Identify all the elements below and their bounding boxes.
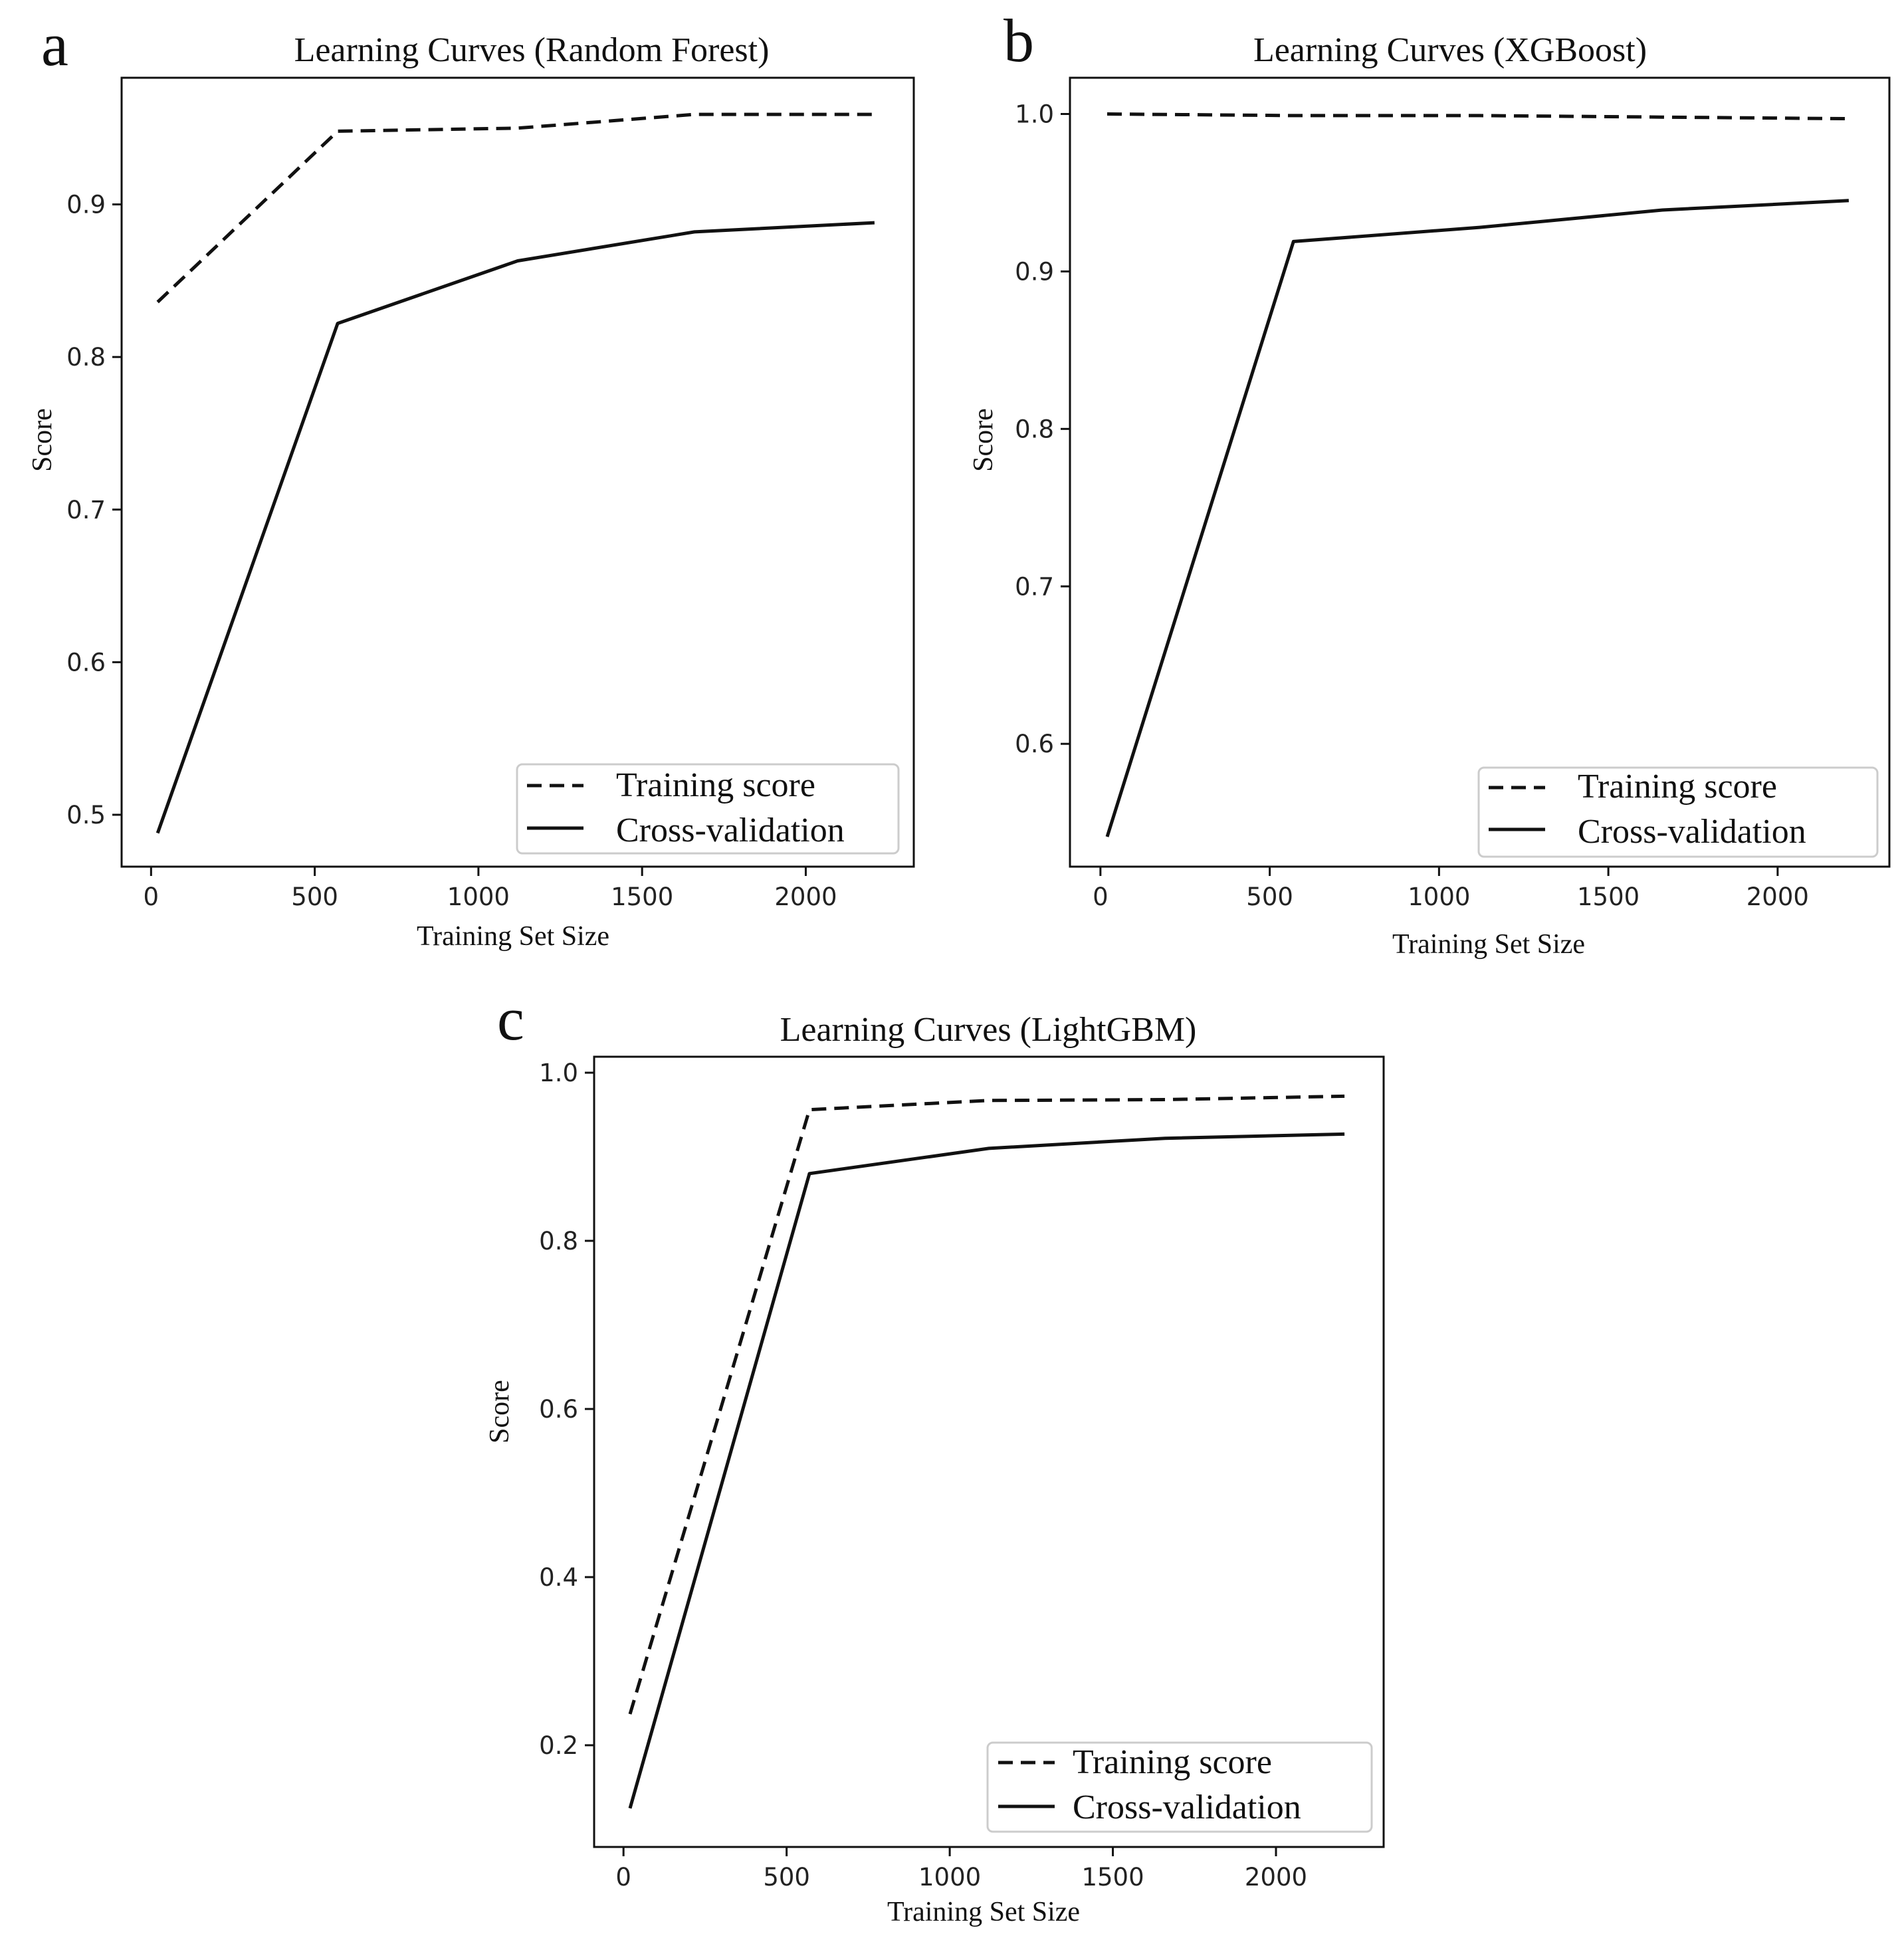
x-tick-label: 500 (1246, 883, 1293, 911)
legend-a: Training score Cross-validation (516, 763, 900, 855)
x-tick-label: 1500 (1577, 883, 1640, 911)
y-ticks-a: 0.5 0.6 0.7 0.8 0.9 (66, 191, 122, 829)
plot-frame-b (1069, 76, 1891, 868)
x-tick-label: 2000 (1746, 883, 1809, 911)
x-axis-label-a: Training Set Size (417, 921, 609, 952)
x-tick-label: 500 (763, 1863, 810, 1891)
panel-letter-b: b (1004, 7, 1034, 74)
x-tick-label: 0 (144, 883, 159, 911)
y-tick-label: 1.0 (1015, 100, 1054, 128)
legend-label-cv-a: Cross-validation (616, 811, 845, 849)
legend-box-c (986, 1741, 1373, 1833)
x-tick-label: 500 (291, 883, 338, 911)
panel-b: b Learning Curves (XGBoost) 0.6 0.7 0.8 0.9… (968, 7, 1891, 960)
y-tick-label: 0.2 (539, 1731, 578, 1760)
x-ticks-b: 0 500 1000 1500 2000 (1093, 867, 1809, 911)
training-score-line-c (628, 1094, 1345, 1715)
y-tick-label: 0.6 (66, 648, 106, 677)
x-tick-label: 0 (615, 1863, 631, 1891)
y-tick-label: 0.8 (66, 343, 106, 372)
chart-title-a: Learning Curves (Random Forest) (294, 31, 770, 69)
y-axis-label-b: Score (968, 408, 999, 472)
y-tick-label: 0.6 (1015, 730, 1054, 758)
x-tick-label: 2000 (774, 883, 837, 911)
x-ticks-a: 0 500 1000 1500 2000 (144, 867, 837, 911)
panel-letter-c: c (497, 985, 524, 1053)
legend-c: Training score Cross-validation (986, 1741, 1373, 1833)
y-tick-label: 0.7 (66, 496, 106, 524)
y-tick-label: 0.8 (1015, 415, 1054, 443)
x-tick-label: 0 (1093, 883, 1109, 911)
training-score-line-a (156, 112, 875, 304)
x-tick-label: 2000 (1245, 1863, 1307, 1891)
cross-validation-line-b (1105, 199, 1850, 837)
cross-validation-line-a (156, 221, 875, 834)
y-ticks-c: 0.2 0.4 0.6 0.8 1.0 (539, 1059, 594, 1760)
x-axis-label-c: Training Set Size (887, 1897, 1080, 1927)
chart-title-b: Learning Curves (XGBoost) (1253, 31, 1647, 69)
y-tick-label: 0.9 (66, 191, 106, 219)
y-tick-label: 0.8 (539, 1227, 578, 1255)
y-tick-label: 0.9 (1015, 257, 1054, 286)
y-tick-label: 0.4 (539, 1563, 578, 1592)
legend-label-cv-c: Cross-validation (1073, 1788, 1301, 1826)
x-tick-label: 1000 (447, 883, 510, 911)
plot-frame-c (593, 1055, 1385, 1848)
y-tick-label: 1.0 (539, 1059, 578, 1087)
y-axis-label-c: Score (484, 1380, 515, 1444)
chart-title-c: Learning Curves (LightGBM) (780, 1011, 1197, 1049)
legend-label-cv-b: Cross-validation (1578, 813, 1806, 851)
y-ticks-b: 0.6 0.7 0.8 0.9 1.0 (1015, 100, 1070, 758)
legend-label-training-c: Training score (1073, 1743, 1272, 1781)
y-tick-label: 0.5 (66, 801, 106, 829)
y-axis-label-a: Score (27, 408, 58, 472)
x-axis-label-b: Training Set Size (1392, 929, 1585, 960)
training-score-line-b (1107, 112, 1849, 121)
y-tick-label: 0.7 (1015, 572, 1054, 601)
legend-label-training-a: Training score (616, 766, 815, 804)
x-tick-label: 1000 (1408, 883, 1470, 911)
x-tick-label: 1500 (611, 883, 673, 911)
panel-a: a Learning Curves (Random Forest) 0.5 0.6… (27, 11, 915, 952)
panel-letter-a: a (41, 11, 68, 78)
x-tick-label: 1000 (918, 1863, 981, 1891)
plot-frame-a (120, 76, 915, 868)
cross-validation-line-c (628, 1132, 1345, 1809)
x-ticks-c: 0 500 1000 1500 2000 (615, 1847, 1307, 1891)
legend-box-b (1477, 766, 1879, 858)
legend-label-training-b: Training score (1578, 768, 1777, 806)
legend-box-a (516, 763, 900, 855)
legend-b: Training score Cross-validation (1477, 766, 1879, 858)
x-tick-label: 1500 (1081, 1863, 1144, 1891)
y-tick-label: 0.6 (539, 1395, 578, 1424)
panel-c: c Learning Curves (LightGBM) 0.20.40.60.… (484, 985, 1385, 1927)
